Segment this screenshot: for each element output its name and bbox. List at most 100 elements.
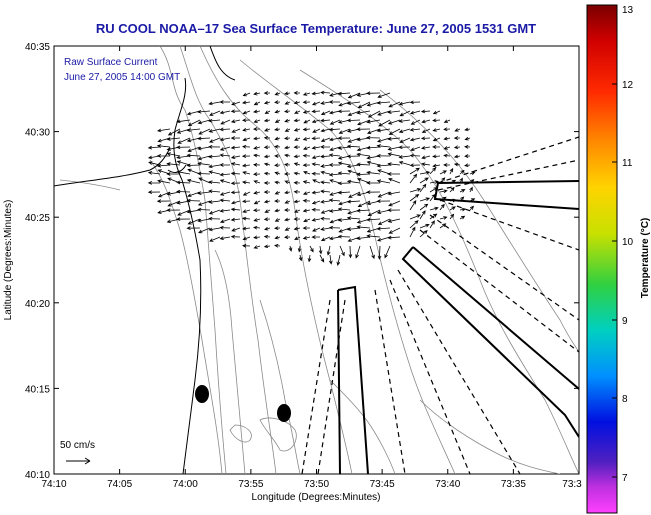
current-vector <box>231 200 241 205</box>
current-vector <box>274 100 281 105</box>
current-vector <box>309 245 314 253</box>
current-vector <box>419 197 431 202</box>
current-vector <box>377 245 382 260</box>
current-vector <box>421 155 431 160</box>
x-tick-label: 73:40 <box>435 479 460 490</box>
current-vector <box>293 171 301 176</box>
current-vector <box>283 136 291 141</box>
current-vector <box>346 144 361 149</box>
current-vector <box>288 245 293 252</box>
current-vector <box>263 217 271 222</box>
current-vector <box>197 171 211 176</box>
current-vector <box>166 162 181 166</box>
current-vector <box>399 110 411 117</box>
current-vector <box>230 109 241 114</box>
current-vector <box>253 235 261 240</box>
current-vector <box>376 199 391 204</box>
current-vector <box>219 153 231 158</box>
current-vector <box>366 190 381 195</box>
current-vector <box>302 163 311 167</box>
current-vector <box>263 100 271 105</box>
current-vector <box>198 227 211 234</box>
current-vector <box>242 171 251 175</box>
current-vector <box>419 229 428 238</box>
current-vector <box>429 167 437 175</box>
current-vector <box>311 200 321 205</box>
current-vector <box>377 110 391 116</box>
current-vector <box>387 119 401 125</box>
current-vector <box>409 200 417 211</box>
current-vector <box>209 110 221 116</box>
current-vector <box>409 110 421 115</box>
current-vector <box>274 144 281 149</box>
current-vector <box>311 145 321 150</box>
current-vector <box>197 191 211 195</box>
current-vector <box>449 206 456 211</box>
current-vector <box>429 193 436 202</box>
map-layers <box>54 46 579 474</box>
current-vector <box>284 190 291 195</box>
current-vector <box>328 127 341 132</box>
current-vector <box>337 181 351 186</box>
current-vector <box>186 178 201 184</box>
current-vector <box>356 208 371 213</box>
current-vector <box>219 236 231 241</box>
current-vector <box>156 163 171 168</box>
current-vector <box>209 236 221 242</box>
current-vector <box>398 145 411 150</box>
current-vector <box>148 161 161 166</box>
current-vector <box>469 178 475 184</box>
current-vector <box>263 162 271 167</box>
current-vector <box>312 179 321 184</box>
current-vector <box>208 145 221 149</box>
current-vector <box>252 225 261 230</box>
current-vector <box>337 136 351 140</box>
current-vector <box>187 146 201 153</box>
current-vector <box>253 190 261 195</box>
current-vector <box>366 91 381 96</box>
current-vector <box>366 181 381 185</box>
current-vector <box>208 227 221 232</box>
current-vector <box>167 200 181 207</box>
current-vector <box>241 163 251 168</box>
current-vector <box>284 217 291 222</box>
current-vector <box>320 128 331 133</box>
current-vector <box>377 218 391 225</box>
current-vector <box>387 235 401 240</box>
current-vector <box>367 209 381 216</box>
current-vector <box>253 136 261 141</box>
current-vector <box>409 214 421 220</box>
current-vector <box>419 203 429 211</box>
current-vector <box>356 162 371 167</box>
current-vector <box>284 128 291 132</box>
current-vector <box>338 227 351 233</box>
current-vector <box>337 207 351 212</box>
current-vector <box>242 191 251 196</box>
current-vector <box>147 145 161 150</box>
current-vector <box>346 164 361 169</box>
current-vector <box>294 236 301 240</box>
x-tick-label: 73:35 <box>501 479 526 490</box>
current-vector <box>337 234 351 239</box>
current-vector <box>197 119 211 125</box>
current-vector <box>328 225 341 230</box>
x-tick-label: 74:00 <box>173 479 198 490</box>
current-vector <box>346 154 361 159</box>
current-vector <box>294 137 301 141</box>
annotation-line1: Raw Surface Current <box>64 57 158 68</box>
current-vector <box>293 128 301 132</box>
current-vector <box>398 161 411 166</box>
current-vector <box>283 208 291 212</box>
current-vector <box>347 110 361 116</box>
current-vector <box>337 146 351 150</box>
current-vector <box>320 154 331 159</box>
current-vector <box>432 163 441 168</box>
colorbar-label: Temperature (°C) <box>640 218 651 299</box>
current-vector <box>284 227 291 231</box>
current-vector <box>443 153 451 158</box>
current-vector <box>346 199 361 204</box>
current-vector <box>208 137 221 143</box>
current-vector <box>439 203 445 211</box>
current-vector <box>274 208 281 213</box>
current-vector <box>242 144 251 149</box>
